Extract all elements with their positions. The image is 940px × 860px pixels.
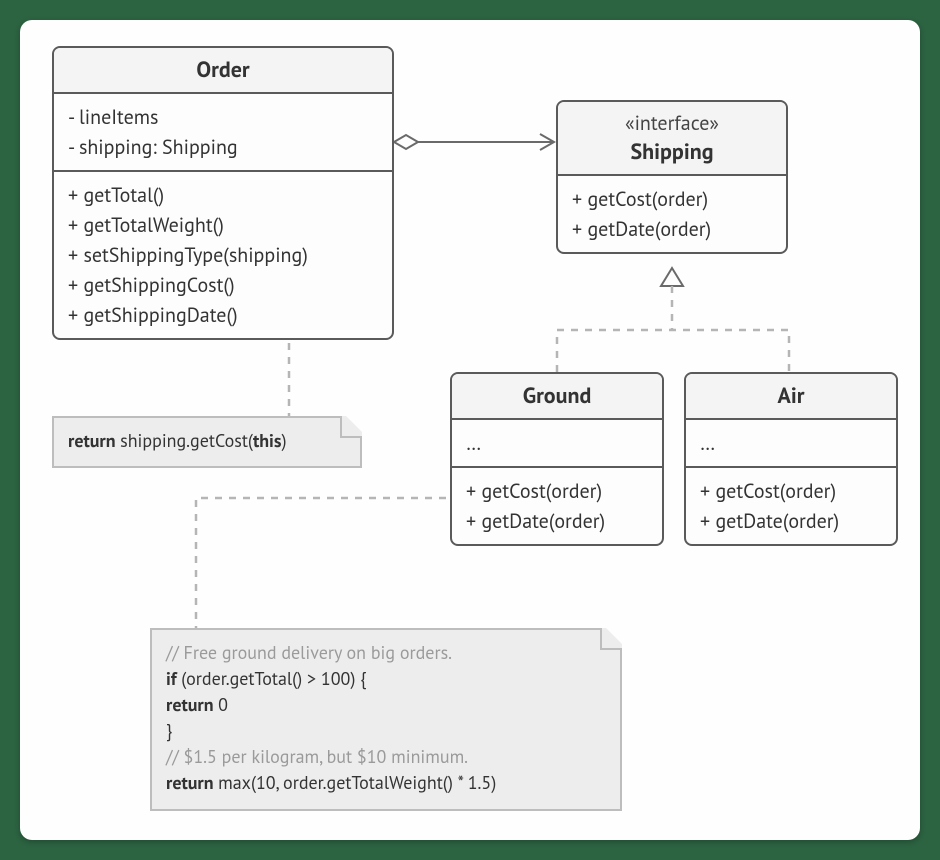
class-shipping-stereo: «interface» <box>566 110 778 136</box>
note-fold-icon <box>600 628 622 650</box>
class-ground-attrs: … <box>452 420 662 468</box>
aggregation-connector <box>394 134 554 150</box>
note2-anchor <box>196 493 484 628</box>
class-shipping-title: Shipping <box>566 138 778 166</box>
class-air-ops: + getCost(order) + getDate(order) <box>686 468 896 544</box>
note1-line: return shipping.getCost(this) <box>68 428 346 454</box>
class-order: Order - lineItems - shipping: Shipping +… <box>52 46 394 340</box>
class-order-title: Order <box>62 56 384 84</box>
class-ground: Ground … + getCost(order) + getDate(orde… <box>450 372 664 546</box>
class-air-title: Air <box>694 382 888 410</box>
class-shipping: «interface» Shipping + getCost(order) + … <box>556 100 788 254</box>
class-order-ops: + getTotal() + getTotalWeight() + setShi… <box>54 172 392 338</box>
note-fold-icon <box>340 416 362 438</box>
class-ground-ops: + getCost(order) + getDate(order) <box>452 468 662 544</box>
class-order-attrs: - lineItems - shipping: Shipping <box>54 94 392 172</box>
class-air: Air … + getCost(order) + getDate(order) <box>684 372 898 546</box>
class-shipping-ops: + getCost(order) + getDate(order) <box>558 176 786 252</box>
diagram-stage: Shipping --> Order <box>20 20 920 840</box>
note2-body: // Free ground delivery on big orders.if… <box>166 640 606 797</box>
note-ground-getcost: // Free ground delivery on big orders.if… <box>150 628 622 811</box>
class-air-attrs: … <box>686 420 896 468</box>
class-ground-title: Ground <box>460 382 654 410</box>
realization-connector <box>557 268 789 372</box>
note-getshippingcost: return shipping.getCost(this) <box>52 416 362 468</box>
